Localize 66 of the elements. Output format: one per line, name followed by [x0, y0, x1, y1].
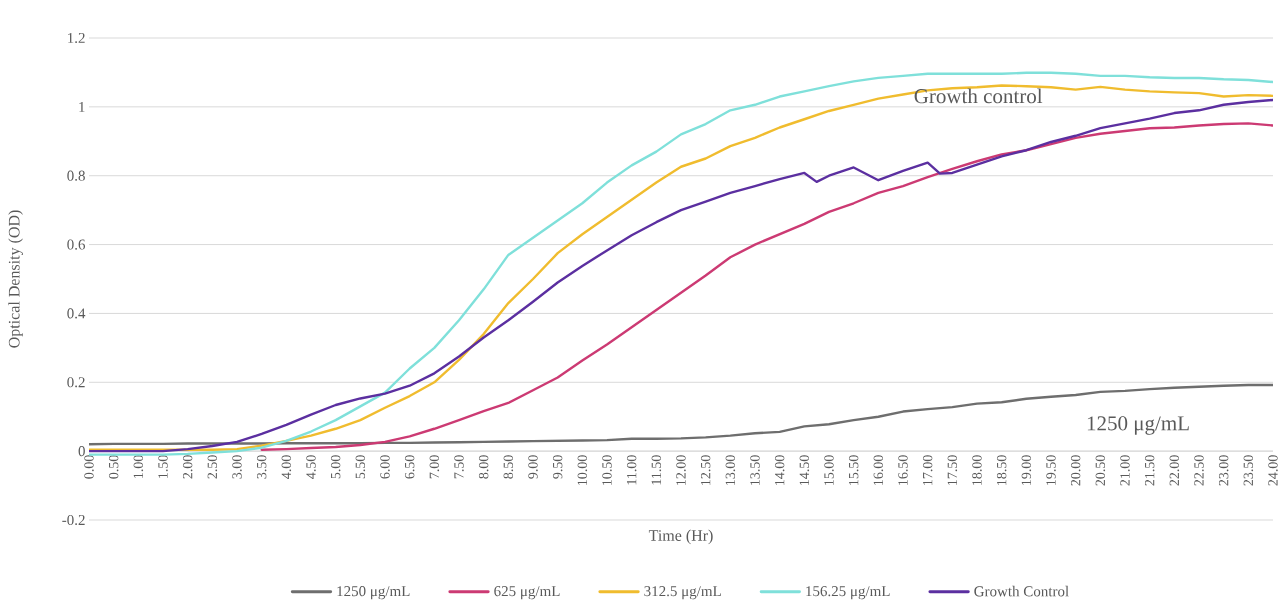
x-tick-label: 23.00	[1218, 455, 1229, 486]
x-tick-label: 1.50	[158, 455, 168, 478]
x-axis-title: Time (Hr)	[648, 529, 713, 545]
y-axis-title: Optical Density (OD)	[8, 210, 23, 348]
x-tick-label: 4.00	[281, 455, 292, 479]
x-tick-label: 5.00	[330, 455, 341, 479]
x-tick-label: 0.50	[108, 455, 119, 479]
x-tick-label: 15.50	[848, 455, 859, 485]
x-tick-label: 8.00	[478, 455, 489, 479]
legend-label: Growth Control	[974, 585, 1069, 597]
x-tick-label: 22.50	[1194, 455, 1204, 486]
x-tick-label: 15.00	[824, 455, 834, 485]
annotation: 1250 μg/mL	[1087, 416, 1189, 435]
annotation: Growth control	[914, 88, 1043, 104]
y-tick-label: 1.2	[68, 32, 85, 44]
x-tick-label: 11.50	[651, 455, 662, 485]
x-tick-label: 19.00	[1021, 455, 1032, 485]
x-tick-label: 3.00	[232, 455, 242, 479]
x-tick-label: 2.50	[207, 455, 218, 479]
x-tick-label: 14.00	[774, 455, 785, 485]
x-tick-label: 18.50	[996, 455, 1007, 485]
legend-label: 312.5 μg/mL	[644, 586, 721, 600]
x-tick-label: 9.50	[552, 455, 563, 479]
x-tick-label: 16.50	[898, 455, 908, 485]
x-tick-label: 7.00	[429, 455, 440, 479]
y-tick-label: 1	[79, 101, 85, 112]
x-tick-label: 21.50	[1144, 455, 1155, 486]
x-tick-label: 16.00	[873, 455, 884, 485]
x-tick-label: 8.50	[503, 455, 514, 479]
x-tick-label: 6.00	[380, 455, 390, 479]
x-tick-label: 6.50	[404, 455, 415, 479]
x-tick-label: 13.00	[725, 455, 736, 485]
x-tick-label: 20.50	[1095, 455, 1106, 486]
legend-label: 156.25 μg/mL	[806, 586, 890, 600]
x-tick-label: 23.50	[1243, 455, 1254, 486]
legend-label: 1250 μg/mL	[337, 586, 410, 600]
x-tick-label: 5.50	[355, 455, 366, 479]
x-tick-label: 3.50	[256, 455, 267, 479]
y-tick-label: 0.8	[67, 170, 85, 181]
x-tick-label: 24.00	[1268, 455, 1278, 486]
y-tick-label: 0.2	[67, 377, 85, 388]
x-tick-label: 12.00	[676, 455, 686, 485]
x-tick-label: 2.00	[182, 455, 193, 479]
x-tick-label: 19.50	[1046, 455, 1056, 485]
x-tick-label: 7.50	[454, 455, 464, 479]
x-tick-label: 1.00	[133, 455, 144, 478]
y-tick-label: 0.6	[67, 239, 86, 250]
y-tick-label: 0	[78, 446, 85, 457]
y-tick-label: -0.2	[62, 514, 85, 526]
x-tick-label: 17.50	[947, 455, 958, 485]
legend-label: 625 μg/mL	[494, 586, 560, 600]
x-tick-label: 22.00	[1169, 455, 1180, 486]
y-tick-label: 0.4	[67, 308, 86, 319]
x-tick-label: 10.00	[577, 455, 588, 485]
x-tick-label: 11.00	[626, 455, 637, 485]
x-tick-label: 17.00	[922, 455, 933, 485]
x-tick-label: 4.50	[306, 455, 316, 479]
x-tick-label: 9.00	[528, 455, 538, 479]
x-tick-label: 12.50	[700, 455, 711, 485]
x-tick-label: 18.00	[972, 455, 982, 485]
x-tick-label: 20.00	[1070, 455, 1081, 486]
x-tick-label: 14.50	[799, 455, 810, 485]
x-tick-label: 21.00	[1120, 455, 1130, 486]
x-tick-label: 13.50	[750, 455, 760, 485]
x-tick-label: 10.50	[602, 455, 612, 485]
x-tick-label: 0.00	[84, 455, 94, 479]
